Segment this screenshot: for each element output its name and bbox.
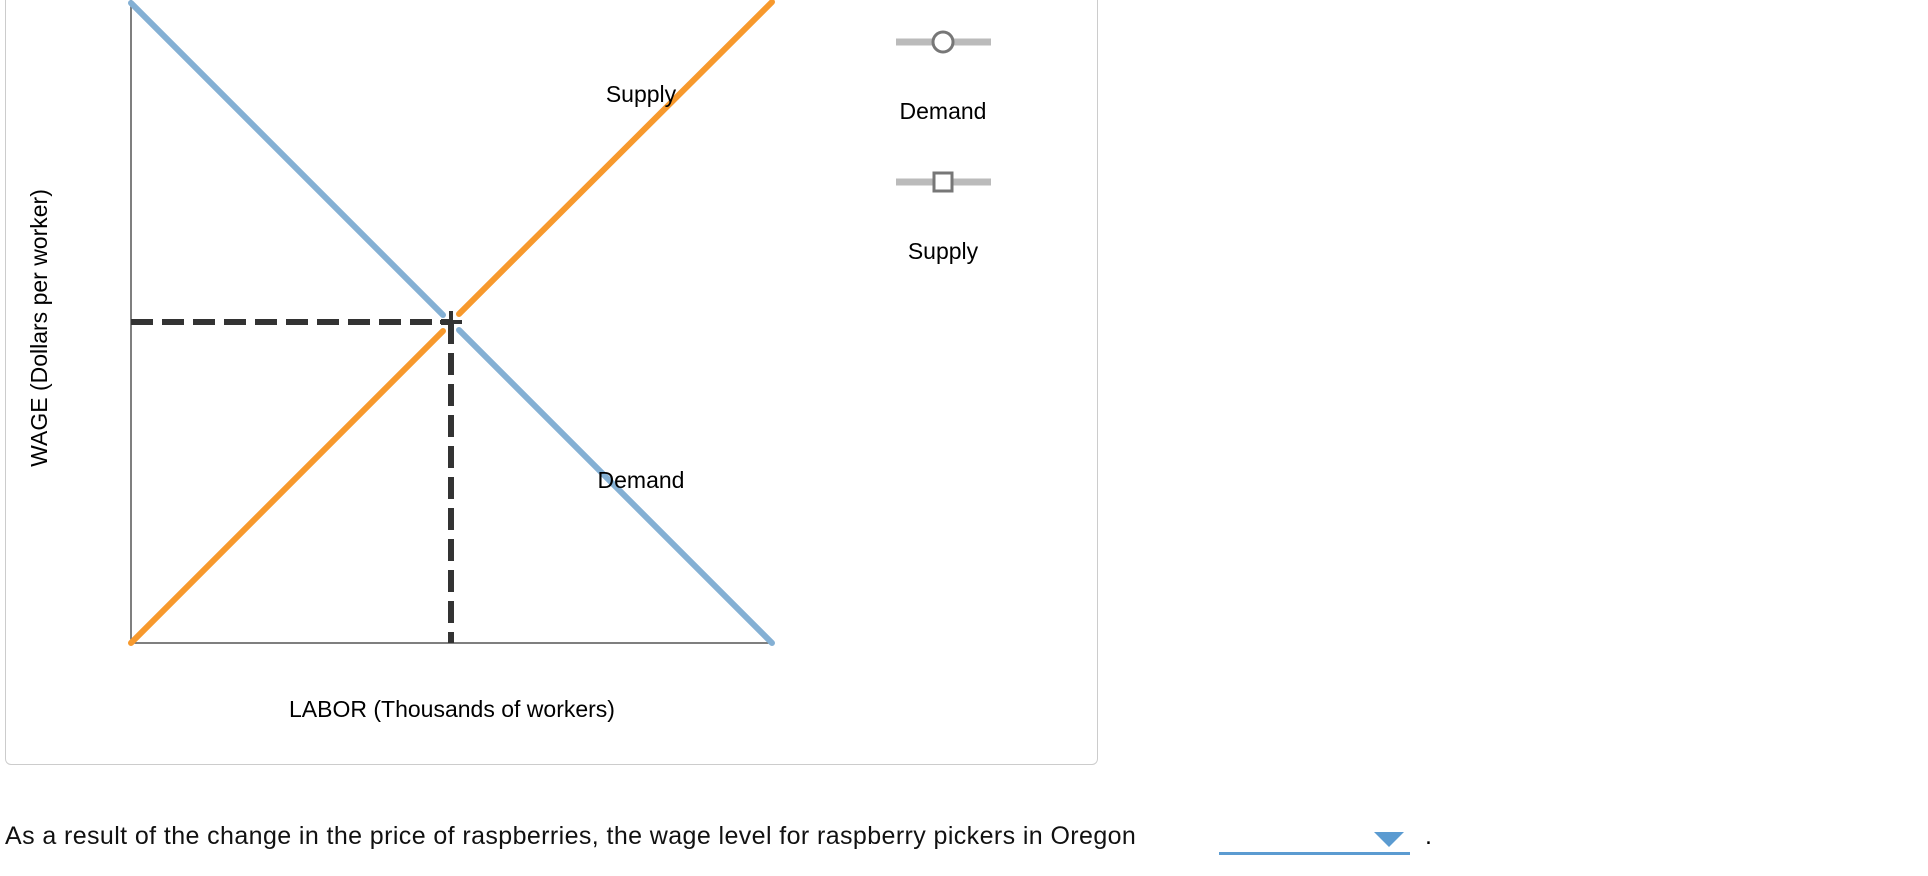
answer-dropdown[interactable] bbox=[1219, 828, 1410, 855]
graph-panel bbox=[5, 0, 1098, 765]
demand-label: Demand bbox=[598, 467, 685, 493]
supply-label: Supply bbox=[606, 81, 677, 107]
supply-curve[interactable] bbox=[456, 0, 775, 317]
legend-supply-tool[interactable] bbox=[896, 171, 991, 193]
question-end: . bbox=[1425, 822, 1432, 850]
y-axis-label: WAGE (Dollars per worker) bbox=[26, 189, 52, 467]
graph: Supply Demand LABOR (Thousands of worker… bbox=[26, 0, 991, 722]
dropdown-arrow bbox=[1374, 832, 1404, 847]
legend-label: Demand bbox=[900, 98, 987, 124]
legend-label: Supply bbox=[908, 238, 979, 264]
question-text: As a result of the change in the price o… bbox=[5, 822, 1137, 850]
legend-circle bbox=[931, 30, 955, 54]
supply-curve[interactable] bbox=[128, 328, 446, 646]
legend-demand-tool[interactable] bbox=[896, 30, 991, 54]
legend-square bbox=[932, 171, 954, 193]
x-axis-label: LABOR (Thousands of workers) bbox=[289, 696, 615, 722]
demand-curve[interactable] bbox=[456, 327, 775, 646]
demand-curve[interactable] bbox=[128, 0, 446, 318]
